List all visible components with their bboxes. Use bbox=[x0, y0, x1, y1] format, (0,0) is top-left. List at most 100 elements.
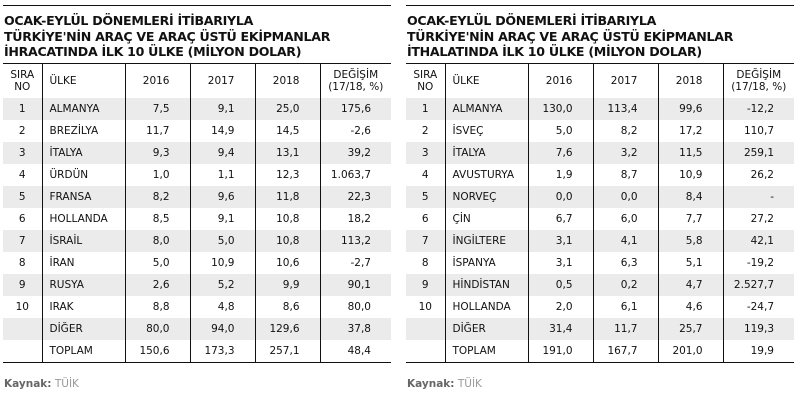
cell-ulke: İSVEÇ bbox=[444, 120, 528, 142]
cell-2016: 8,0 bbox=[124, 230, 190, 252]
cell-2018: 129,6 bbox=[254, 318, 320, 340]
table-row: DİĞER 80,0 94,0 129,6 37,8 bbox=[3, 318, 391, 340]
cell-2017: 1,1 bbox=[189, 164, 255, 186]
cell-2017: 10,9 bbox=[189, 252, 255, 274]
table-row: 3 İTALYA 9,3 9,4 13,1 39,2 bbox=[3, 142, 391, 164]
cell-degisim: 175,6 bbox=[319, 98, 391, 120]
cell-2018: 201,0 bbox=[657, 340, 723, 363]
table-row: TOPLAM 150,6 173,3 257,1 48,4 bbox=[3, 340, 391, 363]
cell-2016: 0,0 bbox=[527, 186, 593, 208]
cell-degisim: 80,0 bbox=[319, 296, 391, 318]
export-table-title: OCAK-EYLÜL DÖNEMLERİ İTİBARIYLA TÜRKİYE'… bbox=[3, 6, 391, 63]
table-row: 1 ALMANYA 130,0 113,4 99,6 -12,2 bbox=[406, 98, 794, 120]
header-row: SIRA NO ÜLKE 2016 2017 2018 DEĞİŞİM (17/18… bbox=[3, 63, 391, 98]
table-row: 3 İTALYA 7,6 3,2 11,5 259,1 bbox=[406, 142, 794, 164]
cell-2017: 4,8 bbox=[189, 296, 255, 318]
cell-2018: 17,2 bbox=[657, 120, 723, 142]
import-table: SIRA NO ÜLKE 2016 2017 2018 DEĞİŞİM (17/18… bbox=[406, 63, 794, 363]
cell-degisim: 1.063,7 bbox=[319, 164, 391, 186]
header-ulke: ÜLKE bbox=[41, 63, 125, 98]
cell-2018: 8,4 bbox=[657, 186, 723, 208]
cell-2018: 10,8 bbox=[254, 230, 320, 252]
cell-2016: 6,7 bbox=[527, 208, 593, 230]
table-row: 6 HOLLANDA 8,5 9,1 10,8 18,2 bbox=[3, 208, 391, 230]
cell-2017: 5,0 bbox=[189, 230, 255, 252]
cell-2018: 257,1 bbox=[254, 340, 320, 363]
cell-2017: 9,6 bbox=[189, 186, 255, 208]
cell-2016: 3,1 bbox=[527, 230, 593, 252]
cell-ulke: FRANSA bbox=[41, 186, 125, 208]
cell-ulke: İTALYA bbox=[444, 142, 528, 164]
cell-2018: 14,5 bbox=[254, 120, 320, 142]
table-row: 8 İRAN 5,0 10,9 10,6 -2,7 bbox=[3, 252, 391, 274]
cell-sira bbox=[406, 340, 445, 363]
cell-ulke: ALMANYA bbox=[41, 98, 125, 120]
cell-degisim: 27,2 bbox=[722, 208, 794, 230]
cell-ulke: DİĞER bbox=[444, 318, 528, 340]
cell-2017: 4,1 bbox=[592, 230, 658, 252]
cell-2017: 6,0 bbox=[592, 208, 658, 230]
table-row: 2 BREZİLYA 11,7 14,9 14,5 -2,6 bbox=[3, 120, 391, 142]
cell-2016: 7,5 bbox=[124, 98, 190, 120]
cell-ulke: HİNDİSTAN bbox=[444, 274, 528, 296]
cell-sira bbox=[3, 340, 42, 363]
cell-2018: 25,7 bbox=[657, 318, 723, 340]
source-note: Kaynak: TÜİK bbox=[4, 378, 79, 390]
cell-2016: 150,6 bbox=[124, 340, 190, 363]
cell-2016: 9,3 bbox=[124, 142, 190, 164]
cell-sira: 1 bbox=[3, 98, 42, 120]
cell-2017: 11,7 bbox=[592, 318, 658, 340]
cell-sira bbox=[406, 318, 445, 340]
table-row: 1 ALMANYA 7,5 9,1 25,0 175,6 bbox=[3, 98, 391, 120]
cell-ulke: İSPANYA bbox=[444, 252, 528, 274]
cell-2018: 11,8 bbox=[254, 186, 320, 208]
cell-2018: 4,6 bbox=[657, 296, 723, 318]
cell-degisim: -12,2 bbox=[722, 98, 794, 120]
cell-degisim: 113,2 bbox=[319, 230, 391, 252]
cell-ulke: DİĞER bbox=[41, 318, 125, 340]
cell-2017: 9,4 bbox=[189, 142, 255, 164]
cell-sira: 2 bbox=[18, 125, 26, 137]
cell-2017: 8,7 bbox=[592, 164, 658, 186]
header-sira-no: SIRA NO bbox=[10, 69, 35, 93]
cell-2016: 8,2 bbox=[124, 186, 190, 208]
title-line: İHRACATINDA İLK 10 ÜLKE (MİLYON DOLAR) bbox=[4, 44, 302, 59]
table-row: 9 RUSYA 2,6 5,2 9,9 90,1 bbox=[3, 274, 391, 296]
cell-2017: 94,0 bbox=[189, 318, 255, 340]
cell-2017: 3,2 bbox=[592, 142, 658, 164]
cell-2018: 4,7 bbox=[657, 274, 723, 296]
cell-2018: 5,8 bbox=[657, 230, 723, 252]
cell-2017: 6,3 bbox=[592, 252, 658, 274]
cell-sira: 4 bbox=[421, 169, 429, 181]
cell-ulke: IRAK bbox=[41, 296, 125, 318]
cell-degisim: - bbox=[722, 186, 794, 208]
cell-2018: 99,6 bbox=[657, 98, 723, 120]
table-row: 10 HOLLANDA 2,0 6,1 4,6 -24,7 bbox=[406, 296, 794, 318]
cell-sira: 2 bbox=[421, 125, 429, 137]
cell-degisim: 22,3 bbox=[319, 186, 391, 208]
header-2016: 2016 bbox=[124, 63, 190, 98]
cell-ulke: BREZİLYA bbox=[41, 120, 125, 142]
table-row: 2 İSVEÇ 5,0 8,2 17,2 110,7 bbox=[406, 120, 794, 142]
cell-sira: 4 bbox=[18, 169, 26, 181]
cell-sira: 6 bbox=[421, 213, 429, 225]
header-2017: 2017 bbox=[592, 63, 658, 98]
header-ulke: ÜLKE bbox=[444, 63, 528, 98]
cell-ulke: İTALYA bbox=[41, 142, 125, 164]
table-row: 5 FRANSA 8,2 9,6 11,8 22,3 bbox=[3, 186, 391, 208]
cell-2016: 1,9 bbox=[527, 164, 593, 186]
cell-ulke: HOLLANDA bbox=[444, 296, 528, 318]
cell-2018: 25,0 bbox=[254, 98, 320, 120]
cell-degisim: 90,1 bbox=[319, 274, 391, 296]
table-row: 8 İSPANYA 3,1 6,3 5,1 -19,2 bbox=[406, 252, 794, 274]
cell-sira: 5 bbox=[3, 186, 42, 208]
cell-degisim: -2,6 bbox=[319, 120, 391, 142]
cell-sira: 10 bbox=[418, 301, 432, 313]
cell-sira: 6 bbox=[18, 213, 26, 225]
import-table-panel: OCAK-EYLÜL DÖNEMLERİ İTİBARIYLA TÜRKİYE'… bbox=[406, 5, 794, 363]
cell-2017: 0,0 bbox=[592, 186, 658, 208]
cell-2016: 31,4 bbox=[527, 318, 593, 340]
cell-ulke: ÇİN bbox=[444, 208, 528, 230]
cell-2016: 130,0 bbox=[527, 98, 593, 120]
cell-2016: 7,6 bbox=[527, 142, 593, 164]
